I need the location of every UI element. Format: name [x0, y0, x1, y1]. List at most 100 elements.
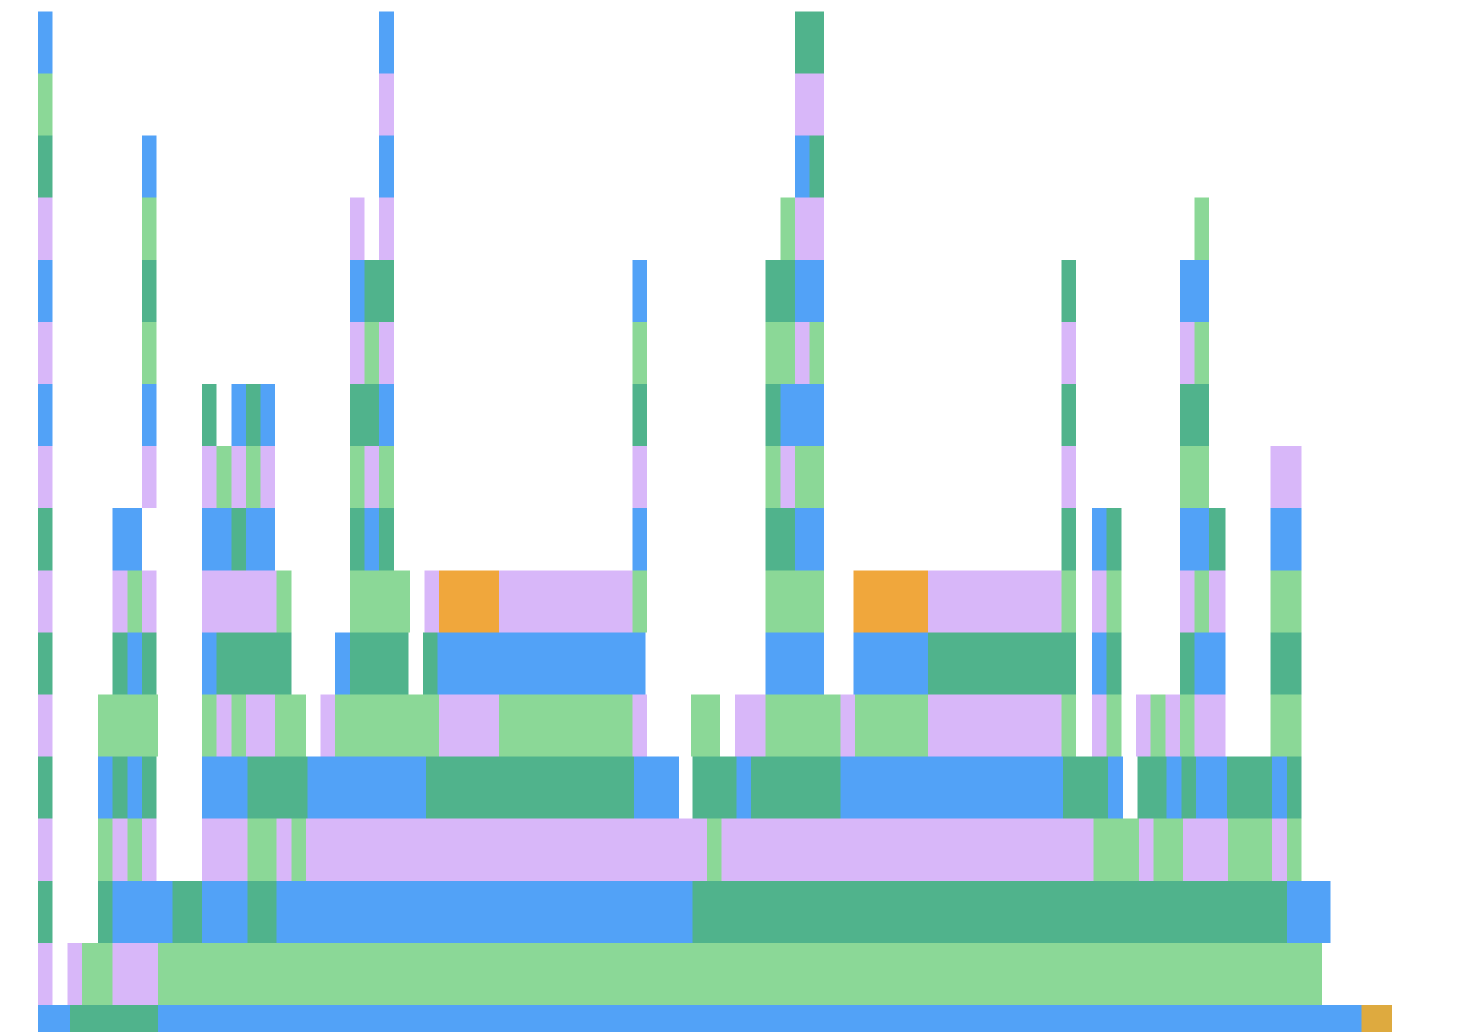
- frame-bar[interactable]: [1270, 632, 1302, 695]
- frame-bar[interactable]: [1166, 756, 1182, 819]
- frame-bar[interactable]: [379, 321, 394, 384]
- frame-bar[interactable]: [1108, 756, 1123, 819]
- frame-bar[interactable]: [231, 694, 246, 757]
- frame-bar[interactable]: [98, 756, 113, 819]
- frame-bar[interactable]: [201, 756, 248, 819]
- frame-bar[interactable]: [1165, 694, 1180, 757]
- frame-bar[interactable]: [141, 570, 157, 633]
- frame-bar[interactable]: [1209, 508, 1226, 571]
- frame-bar[interactable]: [349, 632, 409, 695]
- frame-bar[interactable]: [1153, 818, 1183, 881]
- frame-bar[interactable]: [38, 1005, 71, 1032]
- frame-bar[interactable]: [201, 818, 248, 881]
- frame-bar[interactable]: [141, 321, 157, 384]
- frame-bar[interactable]: [1194, 197, 1210, 260]
- frame-bar[interactable]: [809, 135, 825, 198]
- frame-bar[interactable]: [141, 384, 157, 447]
- frame-bar[interactable]: [1179, 508, 1210, 571]
- frame-bar[interactable]: [349, 321, 365, 384]
- frame-bar[interactable]: [690, 694, 721, 757]
- frame-bar[interactable]: [38, 694, 53, 757]
- frame-bar[interactable]: [1272, 756, 1287, 819]
- frame-bar[interactable]: [245, 508, 276, 571]
- frame-bar[interactable]: [379, 508, 394, 571]
- frame-bar[interactable]: [112, 756, 128, 819]
- frame-bar[interactable]: [38, 880, 53, 943]
- frame-bar[interactable]: [1286, 818, 1302, 881]
- frame-bar[interactable]: [276, 818, 292, 881]
- frame-bar[interactable]: [1179, 570, 1195, 633]
- frame-bar[interactable]: [794, 259, 825, 322]
- frame-bar[interactable]: [260, 384, 276, 447]
- frame-bar[interactable]: [439, 694, 500, 757]
- frame-bar[interactable]: [379, 135, 394, 198]
- frame-bar[interactable]: [201, 384, 217, 447]
- frame-bar[interactable]: [247, 880, 277, 943]
- frame-bar[interactable]: [499, 694, 633, 757]
- frame-bar[interactable]: [127, 756, 142, 819]
- frame-bar[interactable]: [794, 321, 810, 384]
- frame-bar[interactable]: [38, 632, 53, 695]
- frame-bar[interactable]: [172, 880, 202, 943]
- frame-bar[interactable]: [201, 570, 277, 633]
- frame-bar[interactable]: [1270, 446, 1302, 509]
- frame-bar[interactable]: [276, 570, 292, 633]
- frame-bar[interactable]: [736, 756, 751, 819]
- frame-bar[interactable]: [1286, 880, 1331, 943]
- frame-bar[interactable]: [1194, 570, 1210, 633]
- frame-bar[interactable]: [231, 446, 246, 509]
- frame-bar[interactable]: [1179, 446, 1210, 509]
- frame-bar[interactable]: [141, 259, 157, 322]
- frame-bar[interactable]: [853, 570, 929, 633]
- frame-bar[interactable]: [38, 197, 53, 260]
- frame-bar[interactable]: [158, 1005, 1362, 1032]
- frame-bar[interactable]: [632, 446, 648, 509]
- frame-bar[interactable]: [201, 446, 217, 509]
- frame-bar[interactable]: [765, 694, 841, 757]
- frame-bar[interactable]: [201, 880, 248, 943]
- frame-bar[interactable]: [127, 570, 142, 633]
- frame-bar[interactable]: [216, 446, 232, 509]
- frame-bar[interactable]: [437, 632, 646, 695]
- frame-bar[interactable]: [245, 694, 276, 757]
- frame-bar[interactable]: [794, 446, 825, 509]
- frame-bar[interactable]: [349, 259, 365, 322]
- frame-bar[interactable]: [98, 694, 159, 757]
- frame-bar[interactable]: [38, 321, 53, 384]
- frame-bar[interactable]: [1361, 1005, 1393, 1032]
- frame-bar[interactable]: [38, 756, 53, 819]
- frame-bar[interactable]: [632, 570, 648, 633]
- frame-bar[interactable]: [1106, 508, 1122, 571]
- frame-bar[interactable]: [1092, 570, 1107, 633]
- frame-bar[interactable]: [794, 11, 825, 74]
- frame-bar[interactable]: [216, 632, 292, 695]
- frame-bar[interactable]: [231, 384, 246, 447]
- frame-bar[interactable]: [1061, 259, 1076, 322]
- frame-bar[interactable]: [38, 73, 53, 136]
- frame-bar[interactable]: [632, 694, 648, 757]
- frame-bar[interactable]: [765, 384, 781, 447]
- frame-bar[interactable]: [98, 880, 113, 943]
- frame-bar[interactable]: [1179, 384, 1210, 447]
- frame-bar[interactable]: [1196, 756, 1227, 819]
- frame-bar[interactable]: [127, 508, 142, 571]
- frame-bar[interactable]: [1182, 818, 1229, 881]
- frame-bar[interactable]: [67, 942, 82, 1005]
- frame-bar[interactable]: [379, 446, 394, 509]
- frame-bar[interactable]: [1150, 694, 1166, 757]
- frame-bar[interactable]: [840, 694, 855, 757]
- frame-bar[interactable]: [780, 446, 795, 509]
- frame-bar[interactable]: [216, 694, 232, 757]
- frame-bar[interactable]: [765, 508, 795, 571]
- frame-bar[interactable]: [247, 818, 277, 881]
- frame-bar[interactable]: [1136, 694, 1151, 757]
- frame-bar[interactable]: [1179, 632, 1195, 695]
- frame-bar[interactable]: [112, 818, 128, 881]
- frame-bar[interactable]: [765, 446, 781, 509]
- frame-bar[interactable]: [632, 321, 648, 384]
- frame-bar[interactable]: [1194, 321, 1210, 384]
- frame-bar[interactable]: [81, 942, 113, 1005]
- frame-bar[interactable]: [928, 632, 1076, 695]
- frame-bar[interactable]: [379, 11, 394, 74]
- frame-bar[interactable]: [424, 570, 440, 633]
